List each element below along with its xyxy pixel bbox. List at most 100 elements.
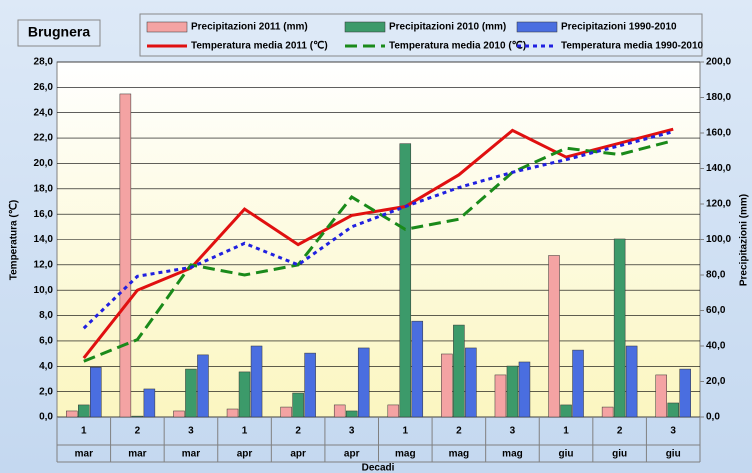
y2-tick-label: 0,0 — [706, 412, 720, 423]
bar — [387, 404, 400, 418]
bar — [292, 392, 304, 418]
month-label: mag — [395, 449, 416, 460]
y2-tick-label: 160,0 — [706, 128, 731, 139]
bar — [280, 406, 292, 418]
y2-tick-label: 80,0 — [706, 270, 726, 281]
y-axis-label: Temperatura (℃) — [9, 200, 20, 281]
bar — [399, 143, 412, 418]
y-tick-label: 28,0 — [34, 57, 54, 68]
legend-label: Temperatura media 2011 (℃) — [191, 41, 328, 52]
legend-swatch — [146, 21, 188, 33]
x-tick-label: 3 — [510, 426, 516, 437]
legend-swatch — [344, 21, 386, 33]
bar — [453, 324, 465, 418]
chart-title: Brugnera — [28, 24, 90, 40]
x-axis-label: Decadi — [362, 463, 395, 473]
y2-axis-label: Precipitazioni (mm) — [739, 194, 750, 286]
y-tick-label: 4,0 — [39, 361, 53, 372]
y2-tick-label: 60,0 — [706, 305, 726, 316]
bar — [667, 402, 679, 418]
bar — [173, 410, 185, 418]
x-tick-label: 2 — [456, 426, 462, 437]
bar — [131, 415, 144, 418]
legend-label: Precipitazioni 2010 (mm) — [389, 22, 506, 33]
y2-tick-label: 40,0 — [706, 341, 726, 352]
bar — [560, 404, 572, 418]
bar — [518, 361, 531, 418]
bar — [465, 347, 477, 418]
bar — [250, 345, 263, 418]
legend-label: Temperatura media 1990-2010 — [561, 41, 704, 52]
y-tick-label: 26,0 — [34, 82, 54, 93]
y2-tick-label: 20,0 — [706, 376, 726, 387]
y2-tick-label: 180,0 — [706, 92, 731, 103]
month-label: apr — [344, 449, 360, 460]
x-tick-label: 3 — [188, 426, 194, 437]
y2-tick-label: 100,0 — [706, 234, 731, 245]
line — [82, 127, 674, 359]
bar — [238, 371, 251, 418]
y-tick-label: 22,0 — [34, 133, 54, 144]
bar — [185, 368, 197, 418]
month-label: mar — [182, 449, 200, 460]
bar — [357, 347, 370, 418]
bar — [679, 368, 691, 418]
line — [82, 130, 674, 330]
x-tick-label: 1 — [563, 426, 569, 437]
line — [83, 139, 674, 363]
x-tick-label: 3 — [670, 426, 676, 437]
bar — [572, 349, 584, 418]
bar — [90, 367, 102, 418]
y-tick-label: 24,0 — [34, 107, 54, 118]
x-tick-label: 2 — [135, 426, 141, 437]
bar — [78, 404, 90, 418]
month-label: apr — [290, 449, 306, 460]
month-label: apr — [237, 449, 253, 460]
legend-box — [139, 13, 703, 57]
bar — [304, 352, 316, 418]
bar — [625, 345, 638, 418]
y-tick-label: 20,0 — [34, 158, 54, 169]
month-label: mar — [128, 449, 146, 460]
month-label: mar — [75, 449, 93, 460]
y-tick-label: 6,0 — [39, 336, 53, 347]
legend-label: Precipitazioni 2011 (mm) — [191, 22, 308, 33]
bar — [494, 374, 507, 418]
bar — [613, 238, 626, 418]
legend-label: Temperatura media 2010 (℃) — [389, 41, 526, 52]
month-label: mag — [502, 449, 523, 460]
x-tick-label: 1 — [242, 426, 248, 437]
bar — [345, 410, 358, 418]
bar — [655, 374, 667, 418]
y-tick-label: 18,0 — [34, 183, 54, 194]
title-box — [17, 19, 101, 47]
x-tick-label: 1 — [403, 426, 409, 437]
y-tick-label: 16,0 — [34, 209, 54, 220]
y-tick-label: 12,0 — [34, 259, 54, 270]
y-tick-label: 10,0 — [34, 285, 54, 296]
bar — [411, 320, 424, 418]
bar — [226, 408, 239, 418]
x-tick-label: 3 — [349, 426, 355, 437]
bar — [66, 410, 78, 418]
bar — [548, 255, 560, 418]
legend-label: Precipitazioni 1990-2010 — [561, 22, 677, 33]
y-tick-label: 2,0 — [39, 386, 53, 397]
y2-tick-label: 120,0 — [706, 199, 731, 210]
bar — [601, 406, 614, 418]
month-label: mag — [449, 449, 470, 460]
y-tick-label: 8,0 — [39, 310, 53, 321]
legend-swatch — [516, 21, 558, 33]
bar — [506, 365, 519, 418]
bar — [441, 353, 453, 418]
month-label: giu — [666, 449, 681, 460]
bar — [143, 388, 156, 418]
x-tick-label: 1 — [81, 426, 87, 437]
bar — [119, 93, 132, 418]
bar — [333, 404, 346, 418]
y-tick-label: 14,0 — [34, 234, 54, 245]
y2-tick-label: 140,0 — [706, 163, 731, 174]
y-tick-label: 0,0 — [39, 412, 53, 423]
